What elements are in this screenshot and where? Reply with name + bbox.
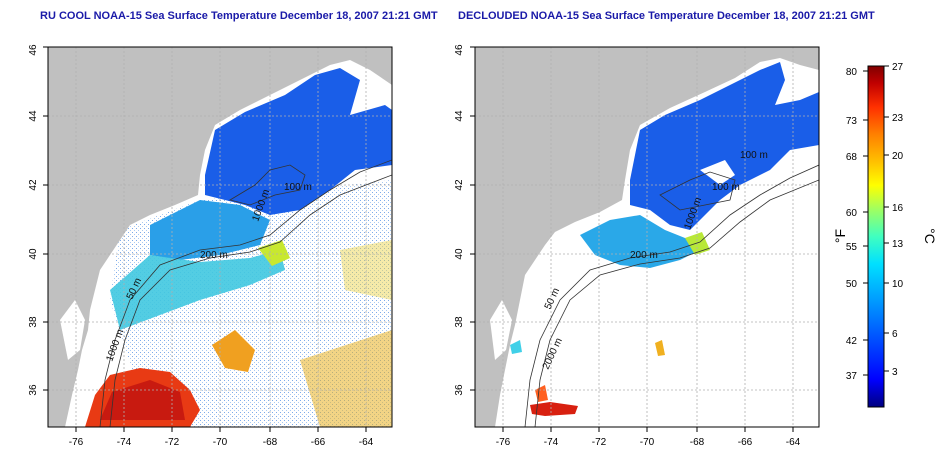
colorbar-unit-c: °C: [922, 228, 938, 244]
colorbar-c-label: 3: [892, 367, 898, 378]
x-tick-label: -64: [359, 437, 374, 448]
colorbar-ticks: [863, 65, 889, 376]
colorbar-f-label: 55: [846, 242, 858, 253]
map-panel-left: [48, 47, 392, 427]
land-mass: [475, 47, 819, 427]
panel-left-title: RU COOL NOAA-15 Sea Surface Temperature …: [40, 10, 438, 22]
x-tick-label: -66: [311, 437, 326, 448]
x-tick-label: -72: [165, 437, 180, 448]
x-tick-label: -76: [496, 437, 511, 448]
x-tick-label: -76: [69, 437, 84, 448]
x-tick-label: -64: [786, 437, 801, 448]
colorbar-f-label: 42: [846, 336, 858, 347]
panel-right-title: DECLOUDED NOAA-15 Sea Surface Temperatur…: [458, 10, 875, 22]
x-tick-label: -66: [738, 437, 753, 448]
colorbar-f-label: 60: [846, 208, 858, 219]
x-axis-left: [75, 427, 367, 432]
x-tick-label: -70: [213, 437, 228, 448]
colorbar-c-label: 23: [892, 113, 904, 124]
x-tick-label: -70: [640, 437, 655, 448]
contour-label: 200 m: [200, 250, 228, 261]
colorbar-c-label: 13: [892, 239, 904, 250]
y-tick-label: 40: [28, 248, 39, 260]
y-tick-label: 44: [454, 110, 465, 122]
x-tick-label: -74: [544, 437, 559, 448]
x-tick-label: -68: [690, 437, 705, 448]
x-tick-label: -72: [592, 437, 607, 448]
sst-cold-water: [630, 62, 819, 230]
y-tick-label: 36: [454, 384, 465, 396]
sst-cold-water: [205, 68, 392, 215]
y-tick-label: 46: [28, 44, 39, 56]
y-tick-label: 42: [28, 179, 39, 191]
y-axis-left: [43, 46, 48, 391]
y-tick-label: 46: [454, 44, 465, 56]
land-mass: [48, 47, 392, 427]
colorbar-c-label: 6: [892, 329, 898, 340]
y-tick-label: 38: [454, 316, 465, 328]
colorbar-f-label: 50: [846, 279, 858, 290]
x-tick-label: -74: [117, 437, 132, 448]
colorbar-unit-f: °F: [832, 229, 848, 243]
contour-label: 100 m: [284, 182, 312, 193]
contour-label: 100 m: [740, 150, 768, 161]
y-tick-label: 38: [28, 316, 39, 328]
colorbar-c-label: 27: [892, 62, 904, 73]
colorbar: [867, 65, 885, 408]
y-tick-label: 36: [28, 384, 39, 396]
colorbar-c-label: 20: [892, 151, 904, 162]
y-tick-label: 44: [28, 110, 39, 122]
y-axis-right: [470, 46, 475, 391]
contour-label: 200 m: [630, 250, 658, 261]
y-tick-label: 42: [454, 179, 465, 191]
colorbar-f-label: 68: [846, 152, 858, 163]
colorbar-f-label: 80: [846, 67, 858, 78]
colorbar-c-label: 16: [892, 203, 904, 214]
y-tick-label: 40: [454, 248, 465, 260]
contour-label: 100 m: [712, 182, 740, 193]
x-axis-right: [502, 427, 794, 432]
colorbar-f-label: 37: [846, 371, 858, 382]
colorbar-f-label: 73: [846, 116, 858, 127]
map-panel-right: [475, 47, 819, 427]
colorbar-c-label: 10: [892, 279, 904, 290]
x-tick-label: -68: [263, 437, 278, 448]
